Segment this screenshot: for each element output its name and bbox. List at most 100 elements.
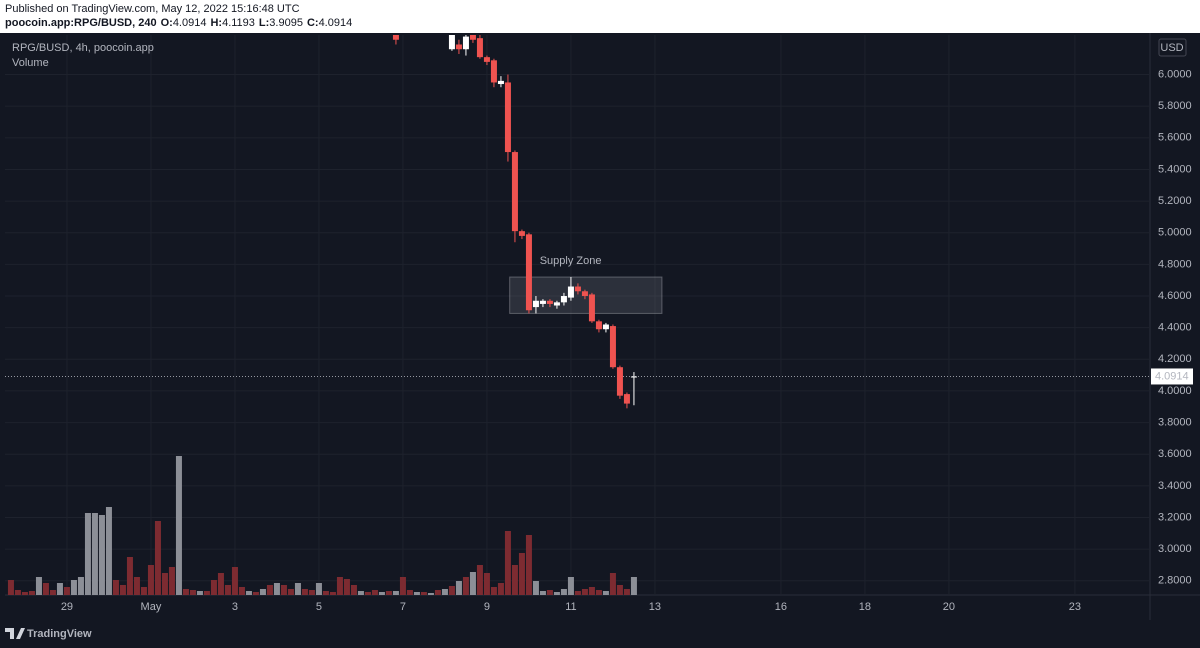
ohlc-value: 4.1193 <box>222 17 255 29</box>
candle-body <box>476 38 483 58</box>
legend-volume: Volume <box>12 57 49 69</box>
volume-bar <box>203 591 210 595</box>
volume-bar <box>343 579 350 595</box>
x-tick-label: 7 <box>400 601 406 613</box>
y-tick-label: 3.6000 <box>1158 448 1192 460</box>
volume-bar <box>280 585 287 595</box>
legend-title: RPG/BUSD, 4h, poocoin.app <box>12 42 154 54</box>
y-tick-label: 5.4000 <box>1158 163 1192 175</box>
y-tick-label: 5.0000 <box>1158 227 1192 239</box>
volume-bar <box>539 591 546 595</box>
y-tick-label: 6.0000 <box>1158 68 1192 80</box>
volume-bar <box>273 583 280 595</box>
y-tick-label: 3.0000 <box>1158 543 1192 555</box>
volume-bar <box>189 590 196 595</box>
ohlc-label: O: <box>161 17 173 29</box>
volume-bar <box>308 590 315 595</box>
x-tick-label: 11 <box>565 601 576 613</box>
volume-bar <box>567 577 574 595</box>
y-tick-label: 5.6000 <box>1158 132 1192 144</box>
y-tick-label: 5.8000 <box>1158 100 1192 112</box>
volume-bar <box>476 565 483 595</box>
candle-body <box>560 296 567 303</box>
candle-body <box>490 60 497 83</box>
volume-bar <box>133 577 140 595</box>
volume-bar <box>630 577 637 595</box>
candle-body <box>483 57 490 62</box>
volume-bar <box>147 565 154 595</box>
volume-bar <box>210 580 217 595</box>
ohlc-value: 4.0914 <box>319 17 353 29</box>
volume-bar <box>364 592 371 595</box>
volume-bar <box>49 590 56 595</box>
volume-bar <box>77 577 84 595</box>
labels: 2.8000 3.0000 3.2000 3.4000 3.6000 3.8000 4.00… <box>61 68 1193 613</box>
candle-body <box>392 35 399 40</box>
last-price-label: 4.0914 <box>1155 370 1189 382</box>
published-line: Published on TradingView.com, May 12, 20… <box>5 3 300 15</box>
brand-logo: TradingView <box>5 628 92 640</box>
currency-box[interactable] <box>1158 38 1187 57</box>
y-tick-label: 3.2000 <box>1158 511 1192 523</box>
volume-bar <box>14 590 21 595</box>
candle-body <box>525 234 532 311</box>
volume-bar <box>140 587 147 595</box>
volume-bar <box>238 587 245 595</box>
x-tick-label: 29 <box>61 601 73 613</box>
candle-body <box>581 291 588 297</box>
volume-bar <box>385 591 392 595</box>
volume-bar <box>413 592 420 595</box>
volume-bar <box>553 592 560 595</box>
volume-bar <box>35 577 42 595</box>
volume-bar <box>301 589 308 595</box>
volume-bar <box>469 572 476 595</box>
volume-bar <box>252 592 259 595</box>
volume-bar <box>602 591 609 595</box>
candle-body <box>455 44 462 50</box>
volume-bar <box>28 591 35 595</box>
x-tick-label: 13 <box>649 601 661 613</box>
volume-bar <box>581 589 588 595</box>
volume-bar <box>70 580 77 595</box>
volume-bar <box>378 592 385 595</box>
logo-icon <box>5 628 25 639</box>
x-tick-label: 3 <box>232 601 238 613</box>
zone-label: Supply Zone <box>540 255 602 267</box>
y-tick-label: 4.2000 <box>1158 353 1192 365</box>
volume-bar <box>616 585 623 595</box>
candle-body <box>518 231 525 236</box>
x-tick-label: 20 <box>943 601 955 613</box>
volume-bar <box>98 515 105 595</box>
volume-bar <box>609 573 616 595</box>
volume-bar <box>287 589 294 595</box>
volume-bar <box>329 592 336 595</box>
volume-bar <box>322 591 329 595</box>
last-price-tag <box>1151 368 1193 385</box>
volume-bar <box>245 591 252 595</box>
ohlc-value: 4.0914 <box>173 17 207 29</box>
candle-body <box>504 82 511 153</box>
volume-bar <box>511 565 518 595</box>
candle-body <box>546 300 553 304</box>
x-tick-label: 16 <box>775 601 787 613</box>
brand-name: TradingView <box>27 628 92 640</box>
volume-bar <box>560 589 567 595</box>
y-tick-label: 4.6000 <box>1158 290 1192 302</box>
candles <box>392 35 663 409</box>
candle-body <box>553 302 560 306</box>
volume-bar <box>7 580 14 595</box>
y-tick-label: 4.0000 <box>1158 385 1192 397</box>
candle-body <box>616 367 623 396</box>
volume-bar <box>217 573 224 595</box>
volume-bar <box>168 567 175 595</box>
ohlc-value: 3.9095 <box>269 17 303 29</box>
volume-bar <box>490 587 497 595</box>
candle-body <box>609 326 616 368</box>
volume-bar <box>161 573 168 595</box>
volume-bar <box>21 592 28 595</box>
ohlc-line: poocoin.app:RPG/BUSD, 240 O:4.0914 H:4.119… <box>5 17 352 29</box>
x-tick-label: 23 <box>1069 601 1081 613</box>
volume-bar <box>350 585 357 595</box>
volume-bar <box>462 577 469 595</box>
ohlc-label: H: <box>210 17 222 29</box>
